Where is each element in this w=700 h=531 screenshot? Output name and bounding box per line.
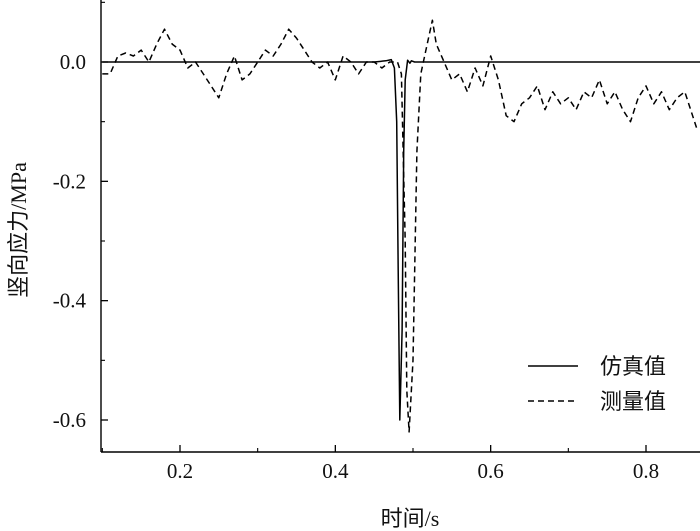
y-tick-label: -0.4 — [53, 289, 87, 313]
legend-label: 测量值 — [600, 389, 666, 414]
series-line-measured — [102, 19, 698, 433]
x-tick-label: 0.8 — [633, 459, 659, 483]
series-line-simulated — [102, 58, 700, 421]
x-tick-label: 0.4 — [322, 459, 349, 483]
y-tick-label: -0.6 — [53, 408, 86, 432]
series-layer — [102, 19, 700, 433]
legend-label: 仿真值 — [600, 354, 666, 379]
y-ticks: 0.0 -0.2 -0.4 -0.6 — [53, 1, 108, 432]
plot-frame — [100, 0, 700, 453]
x-axis-title: 时间/s — [381, 506, 440, 531]
x-tick-label: 0.2 — [167, 459, 193, 483]
y-tick-label: -0.2 — [53, 169, 86, 193]
y-axis-title: 竖向应力/MPa — [6, 162, 31, 298]
x-ticks: 0.2 0.4 0.6 0.8 — [101, 445, 659, 483]
y-tick-label: 0.0 — [60, 50, 86, 74]
x-tick-label: 0.6 — [478, 459, 504, 483]
